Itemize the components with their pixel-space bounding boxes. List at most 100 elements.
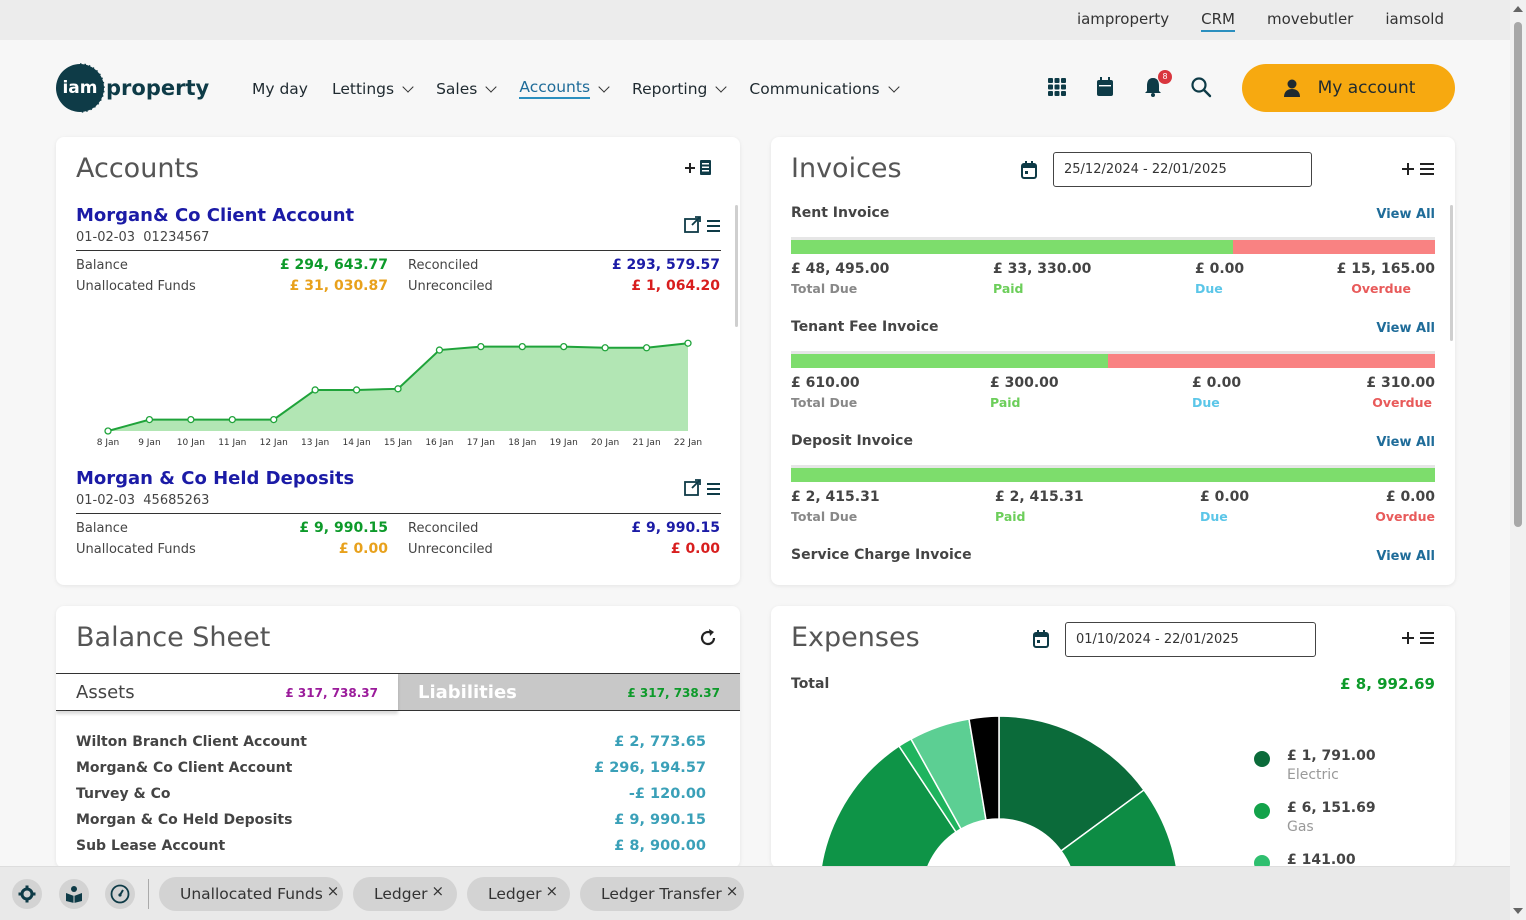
close-icon[interactable]: × <box>326 882 340 900</box>
link-movebutler[interactable]: movebutler <box>1266 10 1354 28</box>
link-crm[interactable]: CRM <box>1201 10 1235 32</box>
unreconciled-label: Unreconciled <box>408 279 493 294</box>
paid-label: Paid <box>995 509 1026 524</box>
logo[interactable]: iam property <box>56 63 210 113</box>
close-icon[interactable]: × <box>431 882 445 900</box>
logo-word: property <box>106 76 210 100</box>
unreconciled-value: £ 0.00 <box>670 541 720 557</box>
menu-icon <box>707 483 720 495</box>
close-icon[interactable]: × <box>725 882 739 900</box>
paid-segment <box>791 240 1234 254</box>
taskbar-chip[interactable]: Ledger × <box>353 877 457 911</box>
tab-liabilities[interactable]: Liabilities £ 317, 738.37 <box>398 673 740 711</box>
list-item[interactable]: Wilton Branch Client Account £ 2, 773.65 <box>76 734 706 750</box>
link-iamproperty[interactable]: iamproperty <box>1076 10 1170 28</box>
view-all-link[interactable]: View All <box>1376 549 1435 564</box>
total-due-amount: £ 48, 495.00 <box>791 261 890 277</box>
account-name[interactable]: Morgan& Co Client Account <box>76 205 355 226</box>
chart-point <box>145 415 154 424</box>
list-item[interactable]: Morgan& Co Client Account £ 296, 194.57 <box>76 760 706 776</box>
apps-grid-icon[interactable] <box>1046 76 1068 98</box>
gauge-icon[interactable] <box>105 879 135 909</box>
unallocated-value: £ 31, 030.87 <box>289 278 388 294</box>
tab-assets[interactable]: Assets £ 317, 738.37 <box>56 673 398 711</box>
due-label: Due <box>1200 509 1228 524</box>
notification-badge: 8 <box>1158 70 1172 84</box>
calendar-icon[interactable] <box>1021 161 1037 183</box>
view-all-link[interactable]: View All <box>1376 207 1435 222</box>
invoice-date-range-input[interactable]: 25/12/2024 - 22/01/2025 <box>1053 152 1312 187</box>
scrollbar-thumb[interactable] <box>1514 22 1522 527</box>
nav-communications[interactable]: Communications <box>749 78 900 99</box>
search-icon[interactable] <box>1190 76 1212 98</box>
calendar-icon[interactable] <box>1033 630 1049 652</box>
book-icon[interactable] <box>59 879 89 909</box>
add-expense-menu[interactable] <box>1401 628 1435 652</box>
accounts-panel: Accounts Morgan& Co Client Account 01-02… <box>56 137 740 585</box>
logo-mark-text: iam <box>62 78 98 98</box>
chart-point <box>104 427 112 435</box>
nav-label: Reporting <box>632 79 708 98</box>
chart-tick-label: 16 Jan <box>425 438 453 448</box>
scroll-up-arrow-icon[interactable] <box>1513 6 1523 12</box>
chart-tick-label: 9 Jan <box>138 438 160 448</box>
page-scrollbar[interactable] <box>1510 0 1526 920</box>
accounts-scrollbar[interactable] <box>735 205 738 327</box>
unreconciled-label: Unreconciled <box>408 542 493 557</box>
nav-my-day[interactable]: My day <box>252 78 308 99</box>
paid-segment <box>791 468 1435 482</box>
calendar-icon[interactable] <box>1094 76 1116 98</box>
row-name: Morgan & Co Held Deposits <box>76 812 293 828</box>
chart-tick-label: 8 Jan <box>97 438 119 448</box>
taskbar-chip[interactable]: Unallocated Funds × <box>159 877 343 911</box>
link-iamsold[interactable]: iamsold <box>1385 10 1444 28</box>
logo-dots-icon <box>79 63 105 113</box>
nav-label: Lettings <box>331 79 395 98</box>
invoices-scrollbar[interactable] <box>1450 205 1453 341</box>
account-name[interactable]: Morgan & Co Held Deposits <box>76 468 355 489</box>
nav-label: Sales <box>436 79 478 98</box>
scroll-down-arrow-icon[interactable] <box>1513 908 1523 914</box>
chart-tick-label: 22 Jan <box>674 438 702 448</box>
chart-tick-label: 12 Jan <box>260 438 288 448</box>
view-all-link[interactable]: View All <box>1376 435 1435 450</box>
paid-amount: £ 300.00 <box>990 375 1059 391</box>
add-account-button[interactable] <box>684 157 714 184</box>
chart-tick-label: 13 Jan <box>301 438 329 448</box>
nav-sales[interactable]: Sales <box>436 78 498 99</box>
nav-accounts[interactable]: Accounts <box>519 78 610 99</box>
my-account-button[interactable]: My account <box>1242 64 1455 112</box>
view-all-link[interactable]: View All <box>1376 321 1435 336</box>
taskbar-chip[interactable]: Ledger Transfer × <box>580 877 744 911</box>
chip-label: Ledger <box>488 885 542 903</box>
refresh-icon[interactable] <box>698 628 718 652</box>
chart-point <box>560 342 568 351</box>
chart-tick-label: 20 Jan <box>591 438 619 448</box>
invoice-type-title: Rent Invoice <box>791 205 890 221</box>
expense-date-range-input[interactable]: 01/10/2024 - 22/01/2025 <box>1065 622 1316 657</box>
account-number: 01-02-03 45685263 <box>76 493 209 508</box>
nav-lettings[interactable]: Lettings <box>331 78 414 99</box>
legend-label: Gas <box>1287 819 1314 835</box>
taskbar-chip[interactable]: Ledger × <box>467 877 570 911</box>
tab-label: Liabilities <box>418 682 517 703</box>
add-invoice-menu[interactable] <box>1401 159 1435 183</box>
close-icon[interactable]: × <box>545 882 559 900</box>
nav-reporting[interactable]: Reporting <box>632 78 728 99</box>
list-item[interactable]: Sub Lease Account £ 8, 900.00 <box>76 838 706 854</box>
chevron-down-icon <box>402 80 414 93</box>
reconciled-label: Reconciled <box>408 521 479 536</box>
gear-icon[interactable] <box>12 879 42 909</box>
donut-slice <box>1059 788 1178 868</box>
list-item[interactable]: Turvey & Co -£ 120.00 <box>76 786 706 802</box>
reconciled-value: £ 293, 579.57 <box>611 257 720 273</box>
bell-icon[interactable]: 8 <box>1142 70 1172 98</box>
legend-amount: £ 1, 791.00 <box>1287 748 1376 764</box>
list-item[interactable]: Morgan & Co Held Deposits £ 9, 990.15 <box>76 812 706 828</box>
due-amount: £ 0.00 <box>1200 489 1250 505</box>
chevron-down-icon <box>715 80 728 93</box>
menu-icon <box>707 220 720 232</box>
my-account-label: My account <box>1317 78 1416 98</box>
chart-tick-label: 11 Jan <box>218 438 246 448</box>
divider <box>148 879 149 909</box>
